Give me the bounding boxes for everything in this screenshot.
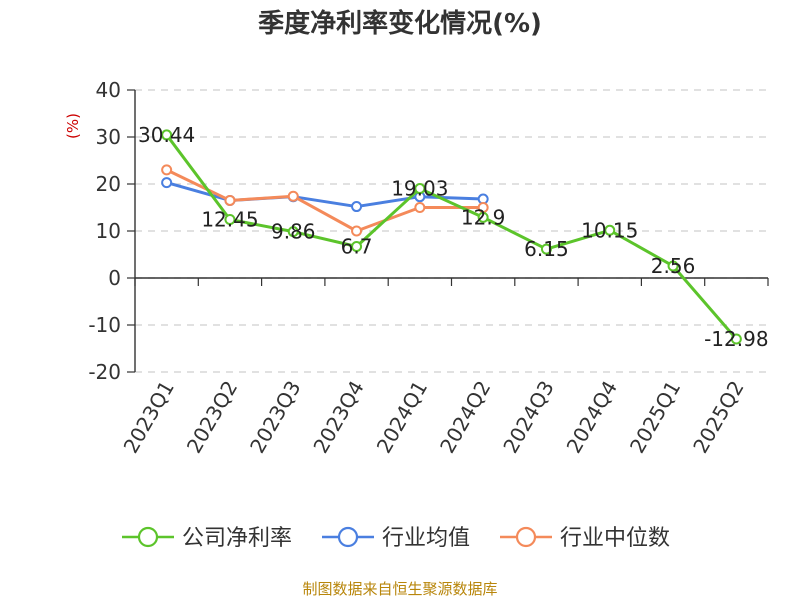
data-label: 9.86 <box>271 220 316 244</box>
x-tick-label: 2023Q3 <box>245 377 305 458</box>
series-point-0[interactable] <box>540 243 552 255</box>
series-line-0 <box>165 134 738 340</box>
series-line-1 <box>166 181 484 209</box>
legend-item-1[interactable]: 行业均值 <box>322 526 470 551</box>
data-label: 10.15 <box>581 218 638 242</box>
data-label: 2.56 <box>651 254 696 278</box>
series-point-1[interactable] <box>161 177 173 189</box>
legend-marker <box>515 526 537 548</box>
data-label: 12.45 <box>201 207 258 231</box>
legend-label: 行业中位数 <box>560 526 670 551</box>
x-tick-label: 2025Q2 <box>688 377 748 458</box>
series-point-0[interactable] <box>161 129 173 141</box>
x-tick-label: 2024Q4 <box>562 377 622 458</box>
series-point-0[interactable] <box>287 226 299 238</box>
data-label: 6.15 <box>524 237 569 261</box>
series-point-0[interactable] <box>414 183 426 195</box>
series-point-0[interactable] <box>667 260 679 272</box>
series-point-2[interactable] <box>351 225 363 237</box>
legend-item-2[interactable]: 行业中位数 <box>500 526 670 551</box>
y-tick-label: 10 <box>96 219 121 243</box>
x-tick-label: 2025Q1 <box>625 377 685 458</box>
y-tick-label: 30 <box>96 125 121 149</box>
series-point-2[interactable] <box>161 164 173 176</box>
x-tick-label: 2023Q4 <box>308 377 368 458</box>
data-label-layer: 30.44 12.45 9.86 6.7 19.03 12.9 6.15 10.15 2.56 -… <box>138 123 769 351</box>
series-line-2 <box>165 168 484 233</box>
data-label: -12.98 <box>704 327 768 351</box>
x-tick-label: 2024Q2 <box>435 377 495 458</box>
y-tick-label: 0 <box>108 266 121 290</box>
series-point-0[interactable] <box>351 241 363 253</box>
series-point-1[interactable] <box>351 201 363 213</box>
y-tick-label: 40 <box>96 78 121 102</box>
y-tick-label: -20 <box>88 360 121 384</box>
data-label: 30.44 <box>138 123 195 147</box>
data-label: 19.03 <box>391 177 448 201</box>
legend-marker <box>337 526 359 548</box>
data-label: 6.7 <box>341 235 373 259</box>
legend-label: 行业均值 <box>382 526 470 551</box>
legend-marker <box>137 526 159 548</box>
source-note: 制图数据来自恒生聚源数据库 <box>302 580 497 598</box>
series-point-2[interactable] <box>224 194 236 206</box>
y-axis-label: (%) <box>64 113 82 139</box>
legend-label: 公司净利率 <box>182 526 292 551</box>
x-tick-label: 2024Q1 <box>372 377 432 458</box>
y-tick-label: 20 <box>96 172 121 196</box>
y-tick-label: -10 <box>88 313 121 337</box>
series-layer <box>161 129 742 345</box>
chart-title: 季度净利率变化情况(%) <box>258 8 542 39</box>
legend[interactable]: 公司净利率 行业均值 行业中位数 <box>122 526 670 551</box>
legend-item-0[interactable]: 公司净利率 <box>122 526 292 551</box>
series-point-2[interactable] <box>414 202 426 213</box>
x-tick-label: 2023Q2 <box>182 377 242 458</box>
data-label: 12.9 <box>461 205 506 229</box>
series-point-2[interactable] <box>287 190 299 202</box>
x-tick-label: 2023Q1 <box>119 377 179 458</box>
series-point-0[interactable] <box>604 224 616 236</box>
series-point-0[interactable] <box>224 213 236 225</box>
series-point-0[interactable] <box>477 211 489 223</box>
x-tick-label: 2024Q3 <box>498 377 558 458</box>
series-point-0[interactable] <box>730 333 742 345</box>
